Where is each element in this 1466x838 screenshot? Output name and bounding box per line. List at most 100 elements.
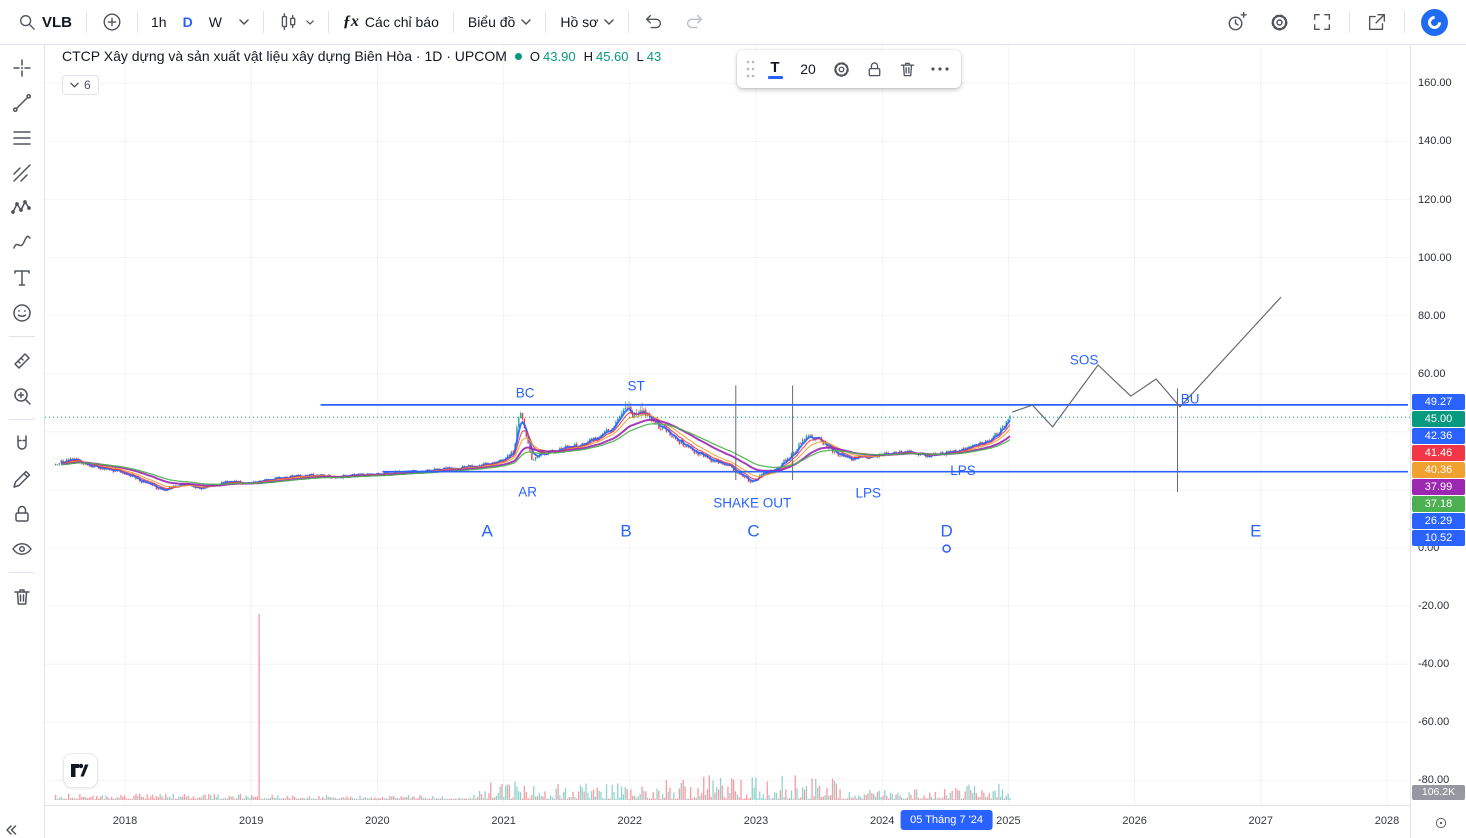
chevron-down-icon	[70, 82, 79, 88]
layout-button[interactable]: Biểu đồ	[460, 7, 539, 37]
wyckoff-label[interactable]: BU	[1181, 391, 1200, 406]
chart-type-button[interactable]	[270, 7, 322, 37]
timeframe-1d-button[interactable]: D	[176, 7, 200, 37]
price-axis[interactable]: 160.00 140.00 120.00 100.00 80.00 60.00 0.00 -2…	[1410, 45, 1466, 838]
ellipsis-icon	[931, 67, 949, 71]
share-button[interactable]	[1358, 7, 1396, 37]
magnet-icon	[17, 434, 27, 450]
drawing-lock-button[interactable]	[858, 54, 890, 84]
indicators-collapse-button[interactable]: 6	[62, 75, 99, 95]
drawing-delete-button[interactable]	[891, 54, 923, 84]
redo-button[interactable]	[675, 7, 713, 37]
phase-label[interactable]: E	[1250, 521, 1261, 540]
pitchfork-tool[interactable]	[3, 155, 41, 190]
zoom-tool[interactable]	[3, 378, 41, 413]
year-tick: 2019	[238, 815, 264, 827]
chart-legend: CTCP Xây dựng và sản xuất vật liệu xây d…	[62, 44, 666, 95]
alert-button[interactable]	[1217, 7, 1256, 37]
tradingview-logo[interactable]	[63, 753, 98, 788]
drawing-tools-panel	[0, 45, 45, 838]
axis-settings-icon[interactable]	[1434, 816, 1448, 830]
phase-label[interactable]: C	[747, 521, 759, 540]
phase-label[interactable]: B	[620, 521, 631, 540]
toolbar-left-group: VLB 1h D W ƒx Các chỉ báo Biểu đồ Hồ sơ	[10, 7, 713, 37]
magnet-tool[interactable]	[3, 426, 41, 461]
text-tool[interactable]	[3, 260, 41, 295]
brush-tool[interactable]	[3, 225, 41, 260]
profile-button[interactable]: Hồ sơ	[552, 7, 622, 37]
divider	[86, 11, 87, 33]
drawing-more-button[interactable]	[924, 54, 956, 84]
selection-handle[interactable]	[942, 544, 951, 553]
phase-label[interactable]: D	[940, 521, 952, 540]
projection-line[interactable]	[1012, 296, 1282, 428]
symbol-title[interactable]: CTCP Xây dựng và sản xuất vật liệu xây d…	[62, 48, 507, 64]
divider	[262, 11, 264, 33]
indicators-button[interactable]: ƒx Các chỉ báo	[335, 7, 447, 37]
trend-line-tool[interactable]	[3, 85, 41, 120]
font-size-button[interactable]: 20	[792, 54, 824, 84]
compare-add-button[interactable]	[93, 7, 131, 37]
divider	[545, 11, 547, 33]
gear-icon	[1271, 14, 1288, 30]
price-tick: -80.00	[1418, 774, 1450, 787]
wyckoff-label[interactable]: BC	[516, 386, 535, 401]
price-tick: -20.00	[1418, 600, 1450, 613]
drag-handle-icon[interactable]	[742, 54, 758, 84]
drawing-settings-button[interactable]	[825, 54, 857, 84]
double-chevron-left-icon	[6, 825, 17, 835]
elliott-wave-icon	[11, 199, 31, 214]
brush-icon	[13, 235, 31, 249]
price-tick: -60.00	[1418, 716, 1450, 729]
text-icon	[14, 269, 30, 286]
fib-retracement-tool[interactable]	[3, 120, 41, 155]
time-axis[interactable]: 2018 2019 2020 2021 2022 2023 2024 2025 2026 2027…	[45, 805, 1410, 838]
fullscreen-icon	[1313, 13, 1331, 31]
year-tick: 2026	[1122, 815, 1147, 827]
wyckoff-label[interactable]: LPS	[856, 486, 882, 501]
pattern-tool[interactable]	[3, 190, 41, 225]
phase-label[interactable]: A	[482, 521, 494, 540]
wyckoff-label[interactable]: LPS	[950, 463, 976, 478]
low-value: 43	[646, 48, 662, 64]
price-tick: 120.00	[1418, 193, 1452, 206]
indicators-label: Các chỉ báo	[364, 14, 439, 30]
timeframe-menu-button[interactable]	[231, 7, 257, 37]
collapse-panel-button[interactable]	[5, 825, 17, 835]
color-swatch	[767, 75, 783, 79]
wyckoff-label[interactable]: SOS	[1070, 353, 1099, 368]
price-label: 37.99	[1412, 479, 1465, 495]
year-tick: 2021	[491, 815, 516, 827]
year-tick: 2022	[617, 815, 643, 827]
crosshair-tool[interactable]	[3, 50, 41, 85]
divider	[628, 11, 630, 33]
broker-logo-button[interactable]	[1413, 7, 1456, 37]
price-tick: 140.00	[1418, 135, 1452, 148]
divider	[1404, 11, 1405, 33]
timeframe-1w-button[interactable]: W	[202, 7, 229, 37]
edit-tool[interactable]	[3, 461, 41, 496]
fullscreen-button[interactable]	[1303, 7, 1341, 37]
pencil-icon	[13, 470, 31, 488]
layout-label: Biểu đồ	[467, 14, 516, 30]
alert-clock-icon	[1228, 11, 1247, 30]
undo-button[interactable]	[635, 7, 673, 37]
wyckoff-label[interactable]: AR	[518, 485, 537, 500]
remove-drawings-tool[interactable]	[3, 579, 41, 614]
lock-all-tool[interactable]	[3, 496, 41, 531]
lock-icon	[15, 505, 29, 522]
settings-button[interactable]	[1260, 7, 1299, 37]
timeframe-1h-button[interactable]: 1h	[144, 7, 174, 37]
text-color-button[interactable]: T	[759, 54, 791, 84]
wyckoff-label[interactable]: SHAKE OUT	[713, 495, 791, 510]
undo-icon	[646, 14, 662, 29]
emoji-tool[interactable]	[3, 295, 41, 330]
text-color-glyph: T	[770, 58, 780, 76]
symbol-search-button[interactable]: VLB	[10, 7, 80, 37]
hide-all-tool[interactable]	[3, 531, 41, 566]
wyckoff-label[interactable]: ST	[627, 379, 644, 394]
ruler-tool[interactable]	[3, 343, 41, 378]
market-status-dot	[514, 52, 522, 60]
drawing-float-toolbar[interactable]: T 20	[737, 50, 961, 88]
